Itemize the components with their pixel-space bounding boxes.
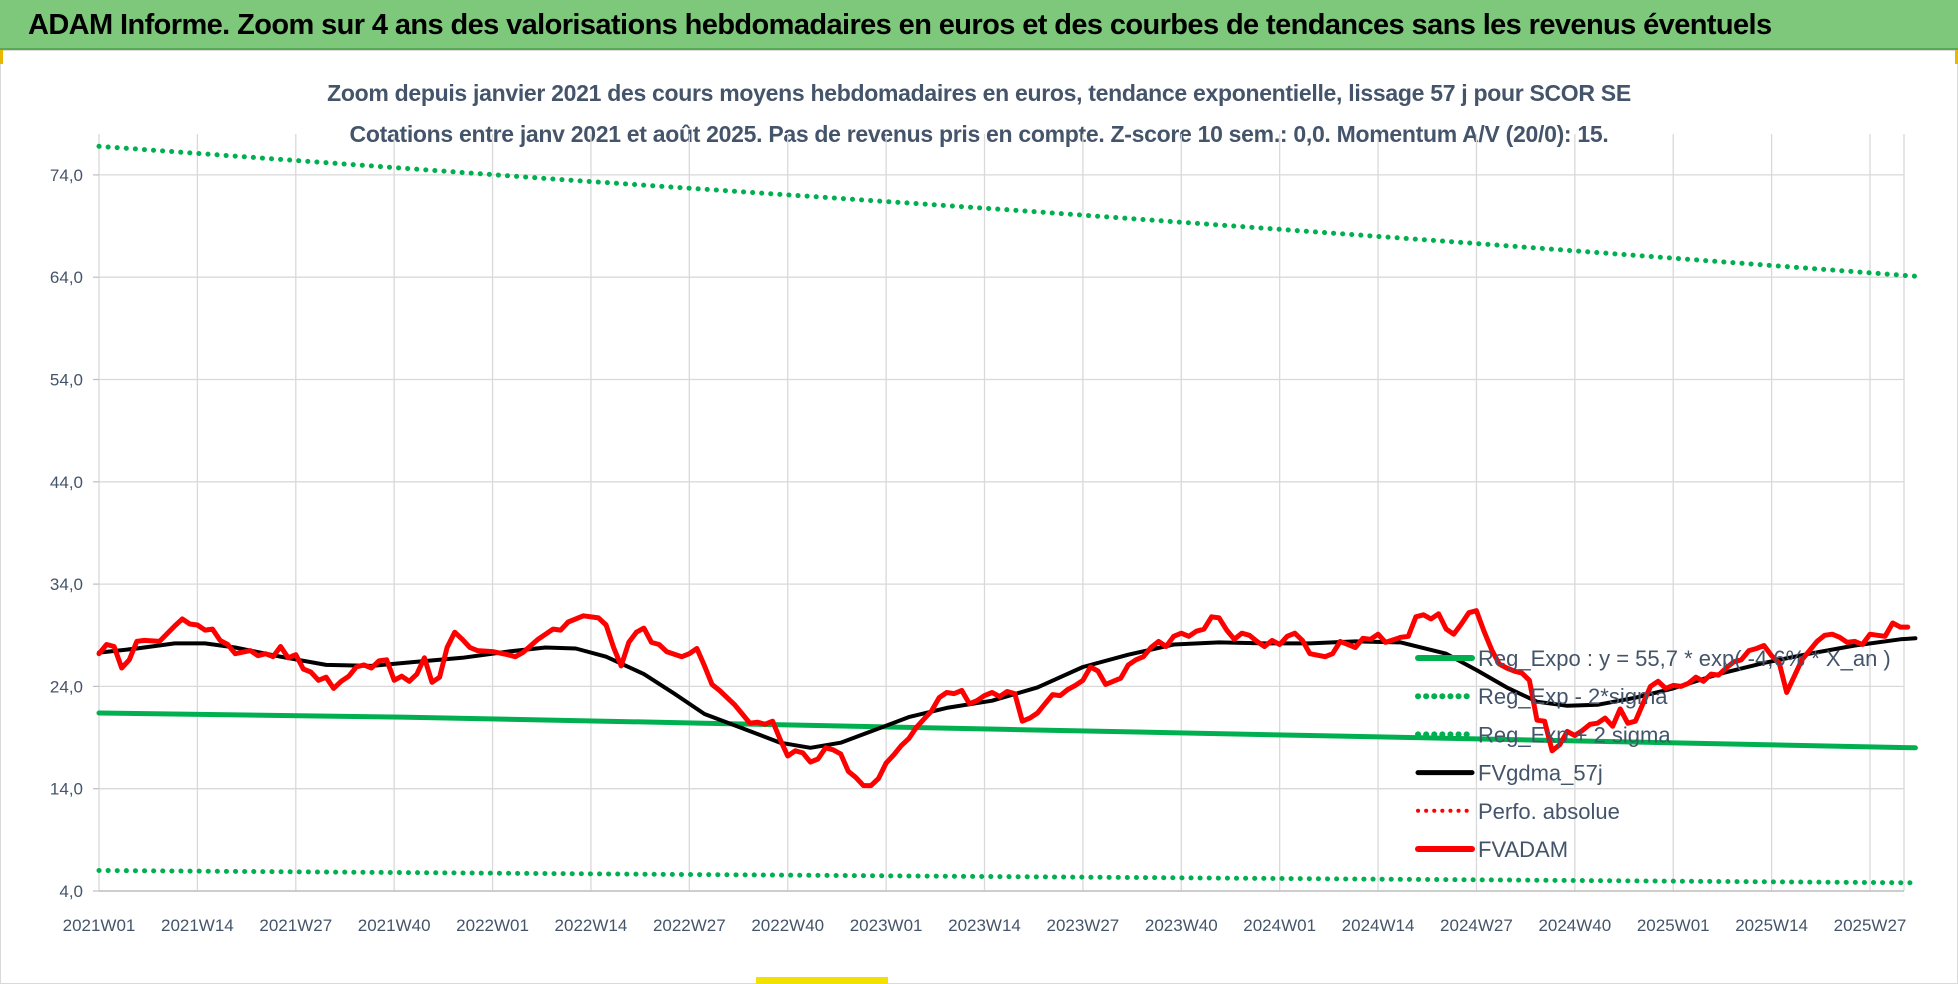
x-tick-label: 2021W14 [161, 916, 234, 935]
x-tick-label: 2023W40 [1145, 916, 1218, 935]
y-tick-label: 74,0 [50, 166, 83, 185]
series-reg-exp-2-sigma [96, 143, 1918, 279]
x-tick-label: 2023W14 [948, 916, 1021, 935]
legend-label: Perfo. absolue [1478, 799, 1620, 824]
x-tick-label: 2024W27 [1440, 916, 1513, 935]
x-tick-label: 2023W27 [1046, 916, 1119, 935]
y-tick-label: 54,0 [50, 371, 83, 390]
x-tick-label: 2024W14 [1342, 916, 1415, 935]
legend-label: Reg_Expo : y = 55,7 * exp( -4,6% * X_an … [1478, 646, 1891, 671]
x-tick-label: 2022W27 [653, 916, 726, 935]
header-banner: ADAM Informe. Zoom sur 4 ans des valoris… [0, 0, 1958, 50]
legend-label: FVgdma_57j [1478, 761, 1603, 786]
chart-series [96, 143, 1918, 886]
chart-title: Zoom depuis janvier 2021 des cours moyen… [327, 80, 1631, 106]
x-axis: 2021W01 2021W14 2021W27 2021W40 2022W01 2022W… [63, 916, 1907, 935]
x-tick-label: 2022W40 [751, 916, 824, 935]
y-tick-label: 64,0 [50, 268, 83, 287]
x-tick-label: 2024W01 [1243, 916, 1316, 935]
frame-corner-bottom [756, 977, 888, 984]
x-tick-label: 2023W01 [850, 916, 923, 935]
x-tick-label: 2022W14 [555, 916, 628, 935]
x-tick-label: 2021W40 [358, 916, 431, 935]
y-tick-label: 34,0 [50, 575, 83, 594]
x-tick-label: 2025W27 [1834, 916, 1907, 935]
x-tick-label: 2025W01 [1637, 916, 1710, 935]
x-tick-label: 2025W14 [1735, 916, 1808, 935]
y-tick-label: 4,0 [59, 882, 83, 901]
series-fvadam [96, 608, 1911, 789]
x-tick-label: 2021W01 [63, 916, 136, 935]
frame-corner-left [0, 50, 3, 64]
legend-label: Reg_Exp + 2 sigma [1478, 722, 1671, 747]
legend-label: FVADAM [1478, 837, 1568, 862]
page-title: ADAM Informe. Zoom sur 4 ans des valoris… [28, 9, 1772, 41]
series-reg-expo-y-55-7-exp-4-6-x-an [96, 710, 1918, 751]
chart-grid [98, 133, 1905, 892]
y-tick-label: 44,0 [50, 473, 83, 492]
x-tick-label: 2021W27 [259, 916, 332, 935]
frame-corner-right [1955, 50, 1958, 64]
y-tick-label: 24,0 [50, 677, 83, 696]
chart-subtitle: Cotations entre janv 2021 et août 2025. … [349, 121, 1609, 147]
y-tick-label: 14,0 [50, 780, 83, 799]
x-tick-label: 2024W40 [1538, 916, 1611, 935]
legend-label: Reg_Exp - 2*sigma [1478, 684, 1668, 709]
y-axis: 4,0 14,0 24,0 34,0 44,0 54,0 64,0 74,0 [50, 166, 99, 901]
chart-legend: Reg_Expo : y = 55,7 * exp( -4,6% * X_an … [1415, 646, 1891, 862]
x-tick-label: 2022W01 [456, 916, 529, 935]
series-reg-exp-2-sigma [96, 868, 1918, 886]
